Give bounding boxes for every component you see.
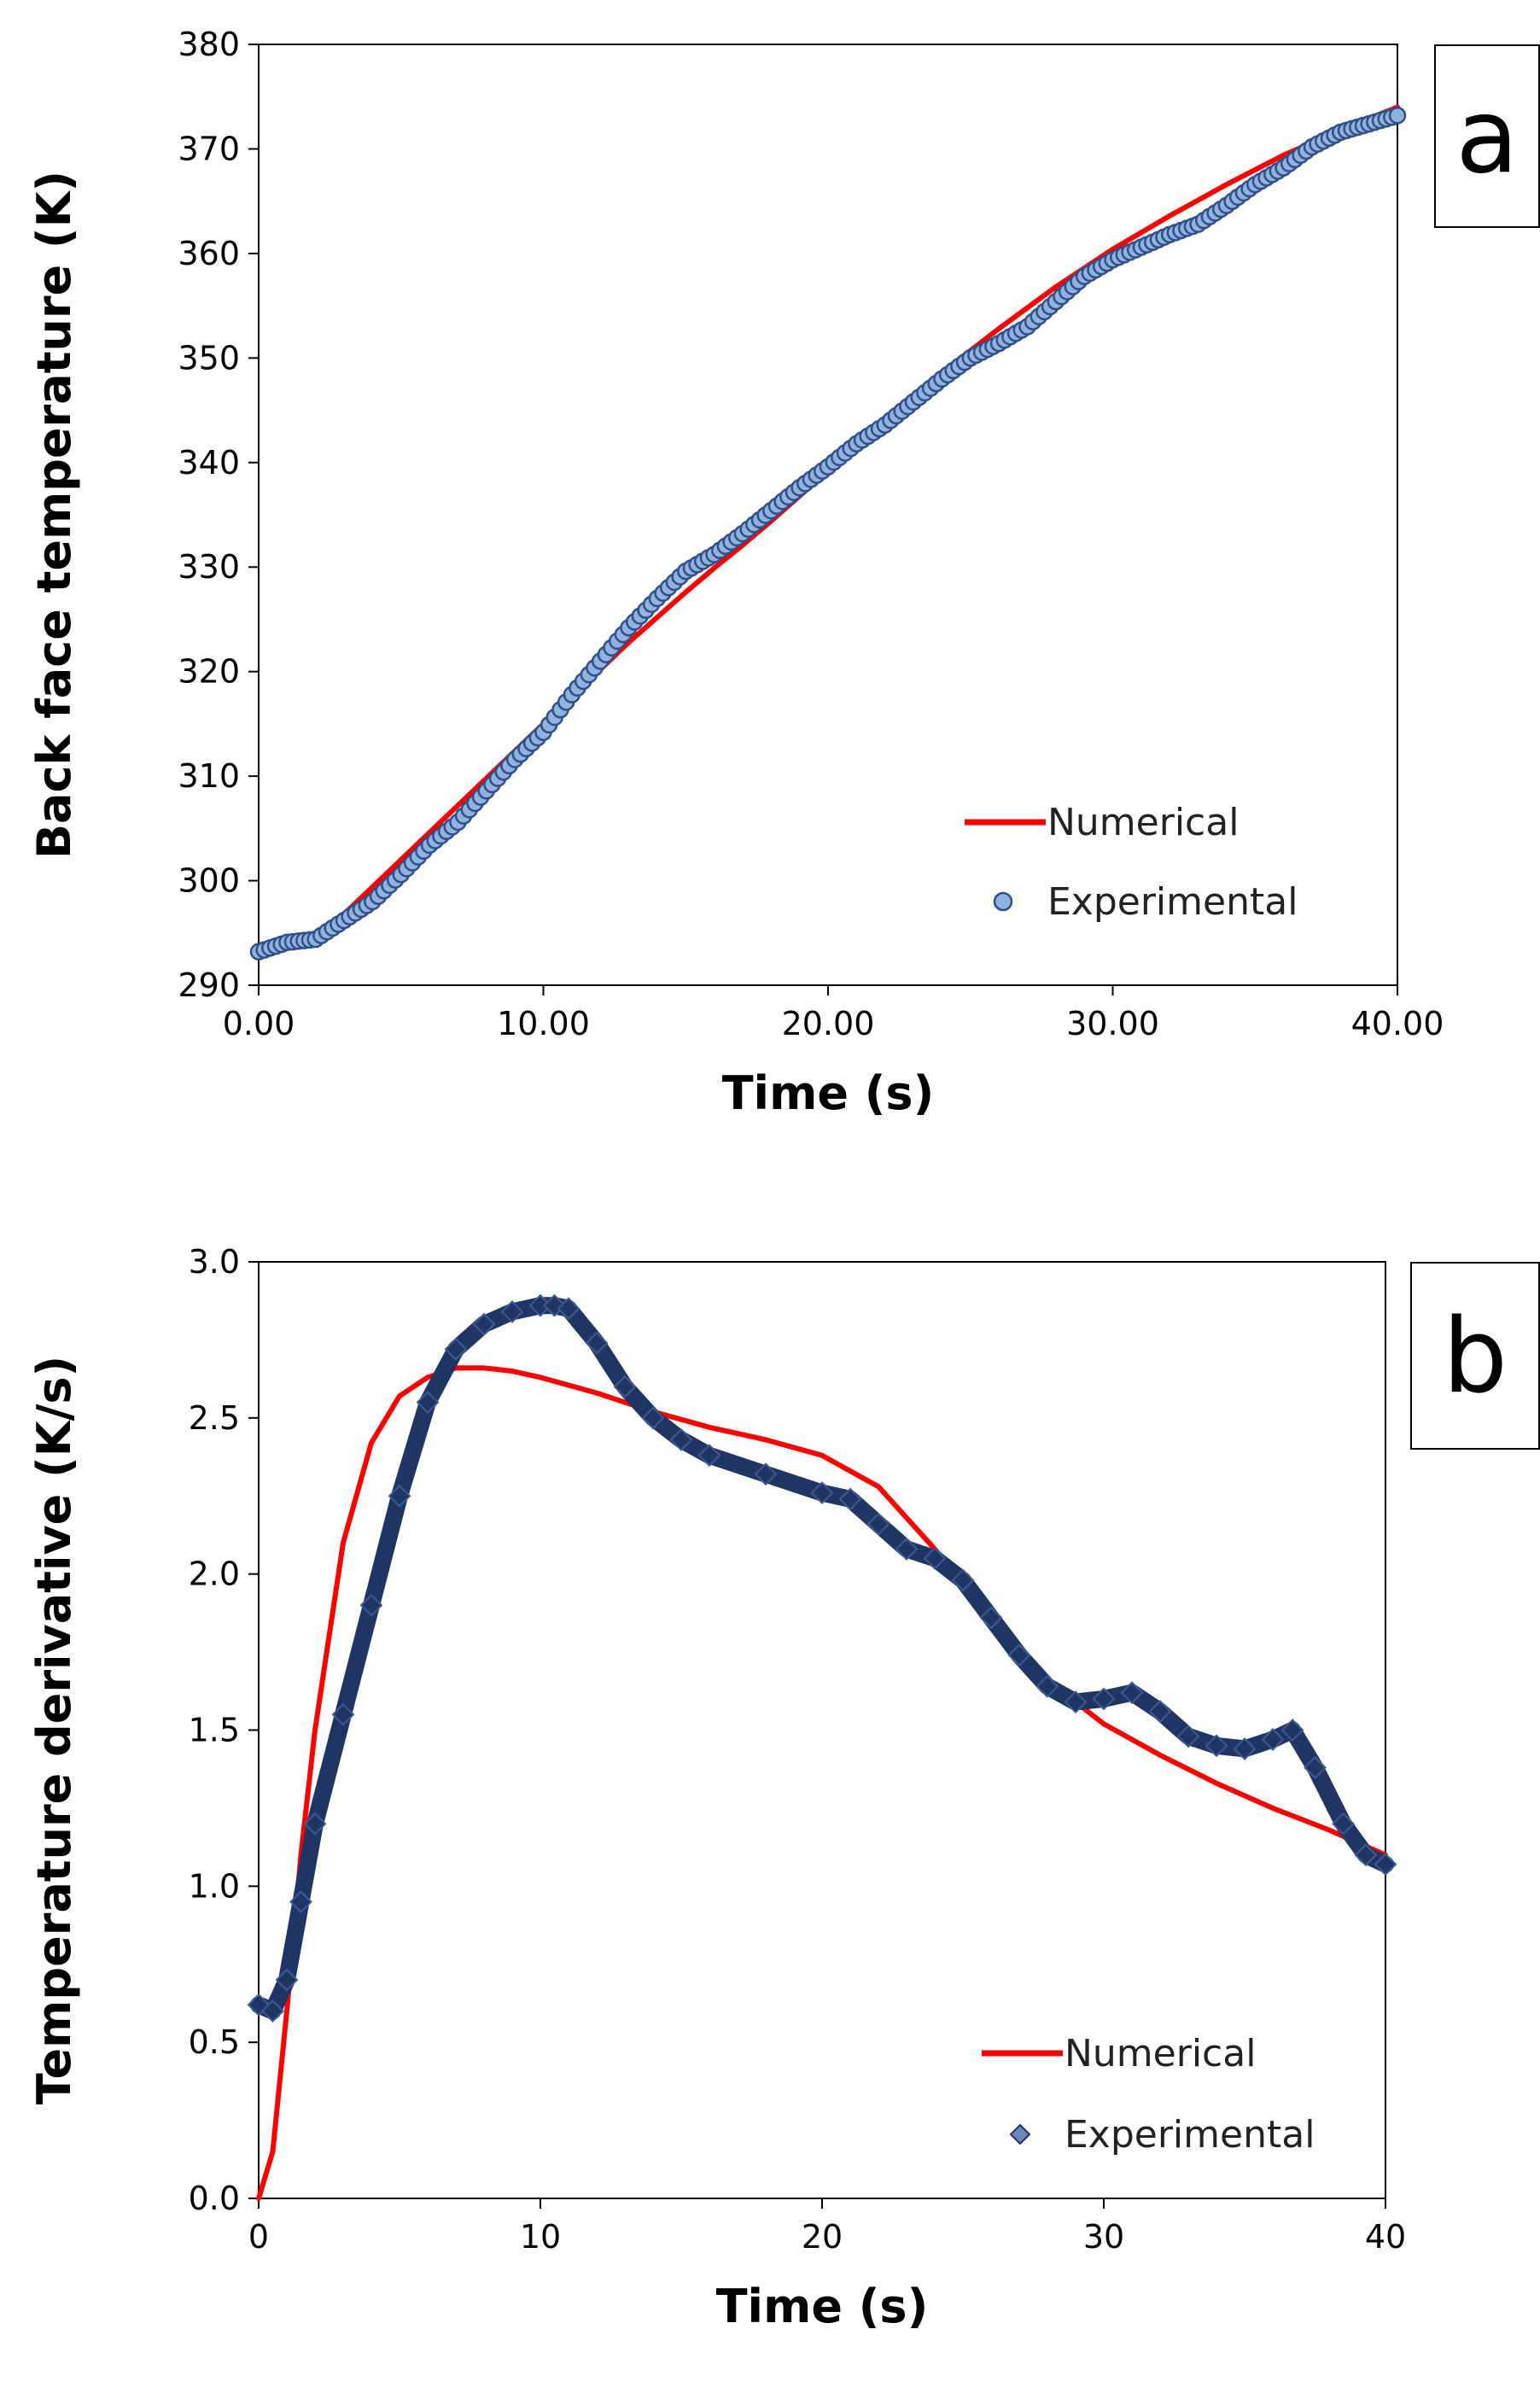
data-point	[1280, 1719, 1304, 1742]
data-point	[669, 1428, 693, 1451]
y-tick-label: 310	[178, 757, 240, 795]
data-point	[838, 1487, 862, 1511]
x-tick-label: 0	[248, 2218, 269, 2256]
legend: Numerical Experimental	[982, 2032, 1315, 2157]
panel-label-box	[1410, 1262, 1540, 1450]
data-point	[359, 1593, 383, 1617]
y-axis-title: Temperature derivative (K/s)	[27, 1356, 81, 2104]
y-axis-title: Back face temperature (K)	[27, 171, 81, 859]
y-tick-label: 320	[178, 653, 240, 691]
y-tick-label: 1.5	[189, 1712, 240, 1749]
y-tick-label: 360	[178, 235, 240, 272]
data-point	[810, 1481, 834, 1505]
data-point	[500, 1300, 524, 1323]
data-point	[1120, 1681, 1144, 1705]
y-tick-label: 350	[178, 339, 240, 377]
series-line-numerical	[256, 104, 1400, 957]
y-tick-label: 330	[178, 548, 240, 586]
x-tick-label: 30	[1083, 2218, 1124, 2256]
data-point	[1064, 1690, 1088, 1714]
x-tick-label: 10	[520, 2218, 561, 2256]
data-point	[331, 1702, 355, 1726]
series-line-numerical	[256, 1365, 1388, 2201]
data-point	[1332, 1812, 1355, 1836]
y-tick-label: 1.0	[189, 1867, 240, 1905]
data-point	[754, 1462, 778, 1486]
y-tick-label: 2.0	[189, 1556, 240, 1593]
data-point	[261, 1999, 284, 2023]
panel-label-box	[1434, 44, 1540, 228]
data-point	[1007, 1643, 1031, 1667]
data-point	[641, 1406, 665, 1430]
panel-label: b	[1443, 1298, 1508, 1416]
y-tick-label: 300	[178, 862, 240, 900]
data-point	[247, 1993, 271, 2017]
x-axis-title: Time (s)	[716, 2279, 929, 2333]
data-point	[979, 1606, 1003, 1630]
chart-panel-b: 0.0 0.5 1.0 1.5 2.0 2.5 3.0 0 10 20 30 40 Time (s) Te…	[27, 1243, 1540, 2333]
x-tick-label: 10.00	[497, 1005, 590, 1042]
data-point	[613, 1375, 637, 1398]
y-tick-label: 0.0	[189, 2180, 240, 2217]
y-tick-label: 340	[178, 444, 240, 482]
x-tick-label: 40.00	[1351, 1005, 1444, 1042]
data-point	[388, 1484, 411, 1508]
data-point	[303, 1812, 327, 1836]
legend-swatch-diamond	[1009, 2123, 1031, 2145]
chart-panel-a: 290 300 310 320 330 340 350 360 370 380 0.00 10.00 2…	[27, 26, 1540, 1120]
data-point	[1092, 1687, 1116, 1711]
data-point	[1354, 1843, 1378, 1867]
legend-swatch-circle	[993, 891, 1013, 912]
x-tick-label: 40	[1365, 2218, 1406, 2256]
x-axis-title: Time (s)	[722, 1066, 935, 1120]
y-tick-label: 3.0	[189, 1243, 240, 1281]
data-point	[1388, 107, 1407, 125]
legend: Numerical Experimental	[965, 801, 1298, 924]
data-point	[1304, 1755, 1327, 1779]
data-point	[1148, 1700, 1172, 1723]
y-tick-label: 0.5	[189, 2023, 240, 2061]
panel-label: a	[1455, 79, 1519, 197]
data-point	[1035, 1674, 1059, 1698]
data-point	[1233, 1737, 1257, 1760]
y-tick-label: 370	[178, 130, 240, 167]
data-point	[951, 1568, 975, 1592]
legend-label: Experimental	[1047, 880, 1298, 924]
data-point	[697, 1444, 721, 1468]
data-point	[275, 1968, 299, 1992]
data-point	[1205, 1734, 1228, 1758]
legend-label: Numerical	[1065, 2032, 1256, 2075]
x-tick-label: 20.00	[782, 1005, 875, 1042]
data-point	[289, 1890, 312, 1914]
data-point	[1261, 1728, 1285, 1751]
data-point	[557, 1297, 580, 1321]
x-tick-label: 30.00	[1066, 1005, 1159, 1042]
legend-label: Numerical	[1047, 801, 1239, 844]
x-tick-label: 0.00	[223, 1005, 295, 1042]
y-tick-label: 290	[178, 966, 240, 1004]
data-point	[923, 1546, 947, 1570]
y-tick-label: 380	[178, 26, 240, 63]
x-tick-label: 20	[802, 2218, 843, 2256]
y-tick-label: 2.5	[189, 1399, 240, 1437]
data-point	[1374, 1853, 1397, 1877]
series-group	[247, 1293, 1397, 2201]
data-point	[866, 1512, 890, 1536]
data-point	[1176, 1725, 1200, 1748]
data-point	[895, 1537, 919, 1561]
data-point	[472, 1312, 496, 1336]
data-point	[416, 1391, 440, 1414]
legend-label: Experimental	[1065, 2113, 1315, 2157]
data-point	[585, 1331, 609, 1355]
data-point	[444, 1337, 468, 1361]
series-group	[249, 104, 1407, 961]
